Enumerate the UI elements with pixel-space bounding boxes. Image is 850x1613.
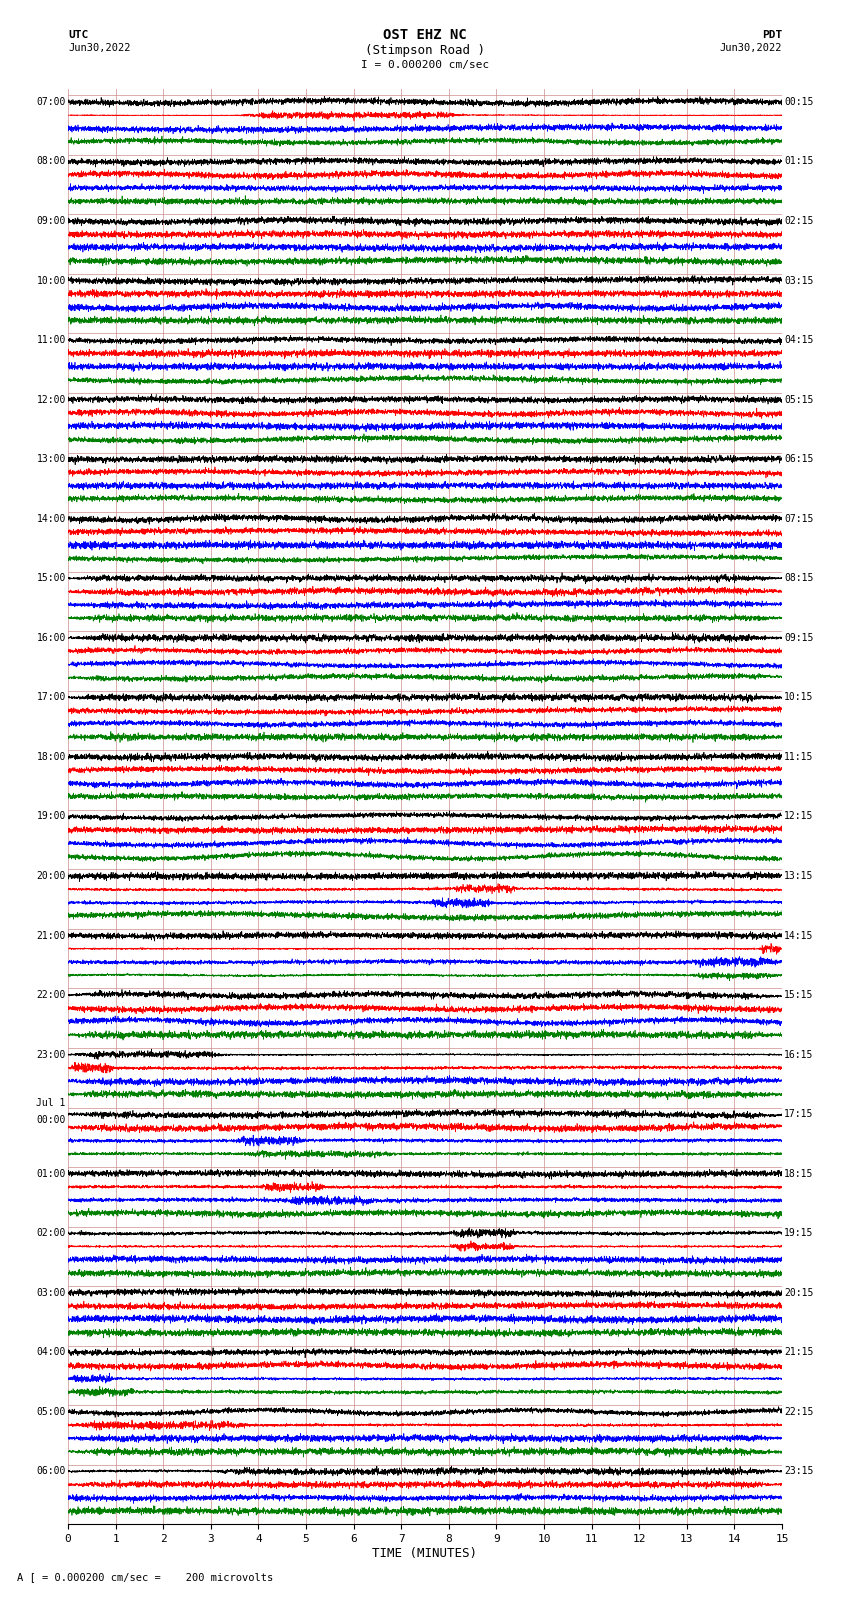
Text: 23:15: 23:15 xyxy=(785,1466,813,1476)
Text: 15:00: 15:00 xyxy=(37,573,65,584)
Text: 03:15: 03:15 xyxy=(785,276,813,286)
Text: 18:15: 18:15 xyxy=(785,1169,813,1179)
Text: I = 0.000200 cm/sec: I = 0.000200 cm/sec xyxy=(361,60,489,69)
Text: 20:00: 20:00 xyxy=(37,871,65,881)
Text: 02:00: 02:00 xyxy=(37,1227,65,1239)
Text: 12:00: 12:00 xyxy=(37,395,65,405)
Text: 01:00: 01:00 xyxy=(37,1169,65,1179)
Text: 21:00: 21:00 xyxy=(37,931,65,940)
Text: Jun30,2022: Jun30,2022 xyxy=(68,44,131,53)
Text: 15:15: 15:15 xyxy=(785,990,813,1000)
Text: 02:15: 02:15 xyxy=(785,216,813,226)
Text: 10:15: 10:15 xyxy=(785,692,813,702)
Text: 17:00: 17:00 xyxy=(37,692,65,702)
Text: 06:15: 06:15 xyxy=(785,455,813,465)
Text: 18:00: 18:00 xyxy=(37,752,65,761)
Text: 22:00: 22:00 xyxy=(37,990,65,1000)
Text: 19:15: 19:15 xyxy=(785,1227,813,1239)
Text: 19:00: 19:00 xyxy=(37,811,65,821)
Text: (Stimpson Road ): (Stimpson Road ) xyxy=(365,44,485,56)
Text: 04:00: 04:00 xyxy=(37,1347,65,1357)
Text: 05:00: 05:00 xyxy=(37,1407,65,1416)
Text: 14:15: 14:15 xyxy=(785,931,813,940)
Text: OST EHZ NC: OST EHZ NC xyxy=(383,29,467,42)
Text: 11:00: 11:00 xyxy=(37,336,65,345)
Text: Jun30,2022: Jun30,2022 xyxy=(719,44,782,53)
Text: 00:15: 00:15 xyxy=(785,97,813,106)
Text: 20:15: 20:15 xyxy=(785,1287,813,1298)
Text: 17:15: 17:15 xyxy=(785,1110,813,1119)
Text: Jul 1: Jul 1 xyxy=(37,1097,65,1108)
Text: 13:00: 13:00 xyxy=(37,455,65,465)
Text: A [ = 0.000200 cm/sec =    200 microvolts: A [ = 0.000200 cm/sec = 200 microvolts xyxy=(17,1573,273,1582)
Text: 14:00: 14:00 xyxy=(37,513,65,524)
Text: PDT: PDT xyxy=(762,31,782,40)
Text: 11:15: 11:15 xyxy=(785,752,813,761)
Text: 00:00: 00:00 xyxy=(37,1115,65,1124)
Text: 09:00: 09:00 xyxy=(37,216,65,226)
Text: 10:00: 10:00 xyxy=(37,276,65,286)
Text: 07:00: 07:00 xyxy=(37,97,65,106)
Text: 04:15: 04:15 xyxy=(785,336,813,345)
X-axis label: TIME (MINUTES): TIME (MINUTES) xyxy=(372,1547,478,1560)
Text: 16:00: 16:00 xyxy=(37,632,65,644)
Text: 21:15: 21:15 xyxy=(785,1347,813,1357)
Text: 22:15: 22:15 xyxy=(785,1407,813,1416)
Text: 01:15: 01:15 xyxy=(785,156,813,166)
Text: 12:15: 12:15 xyxy=(785,811,813,821)
Text: 08:00: 08:00 xyxy=(37,156,65,166)
Text: 07:15: 07:15 xyxy=(785,513,813,524)
Text: 06:00: 06:00 xyxy=(37,1466,65,1476)
Text: 03:00: 03:00 xyxy=(37,1287,65,1298)
Text: 05:15: 05:15 xyxy=(785,395,813,405)
Text: 13:15: 13:15 xyxy=(785,871,813,881)
Text: 08:15: 08:15 xyxy=(785,573,813,584)
Text: 23:00: 23:00 xyxy=(37,1050,65,1060)
Text: UTC: UTC xyxy=(68,31,88,40)
Text: 16:15: 16:15 xyxy=(785,1050,813,1060)
Text: 09:15: 09:15 xyxy=(785,632,813,644)
